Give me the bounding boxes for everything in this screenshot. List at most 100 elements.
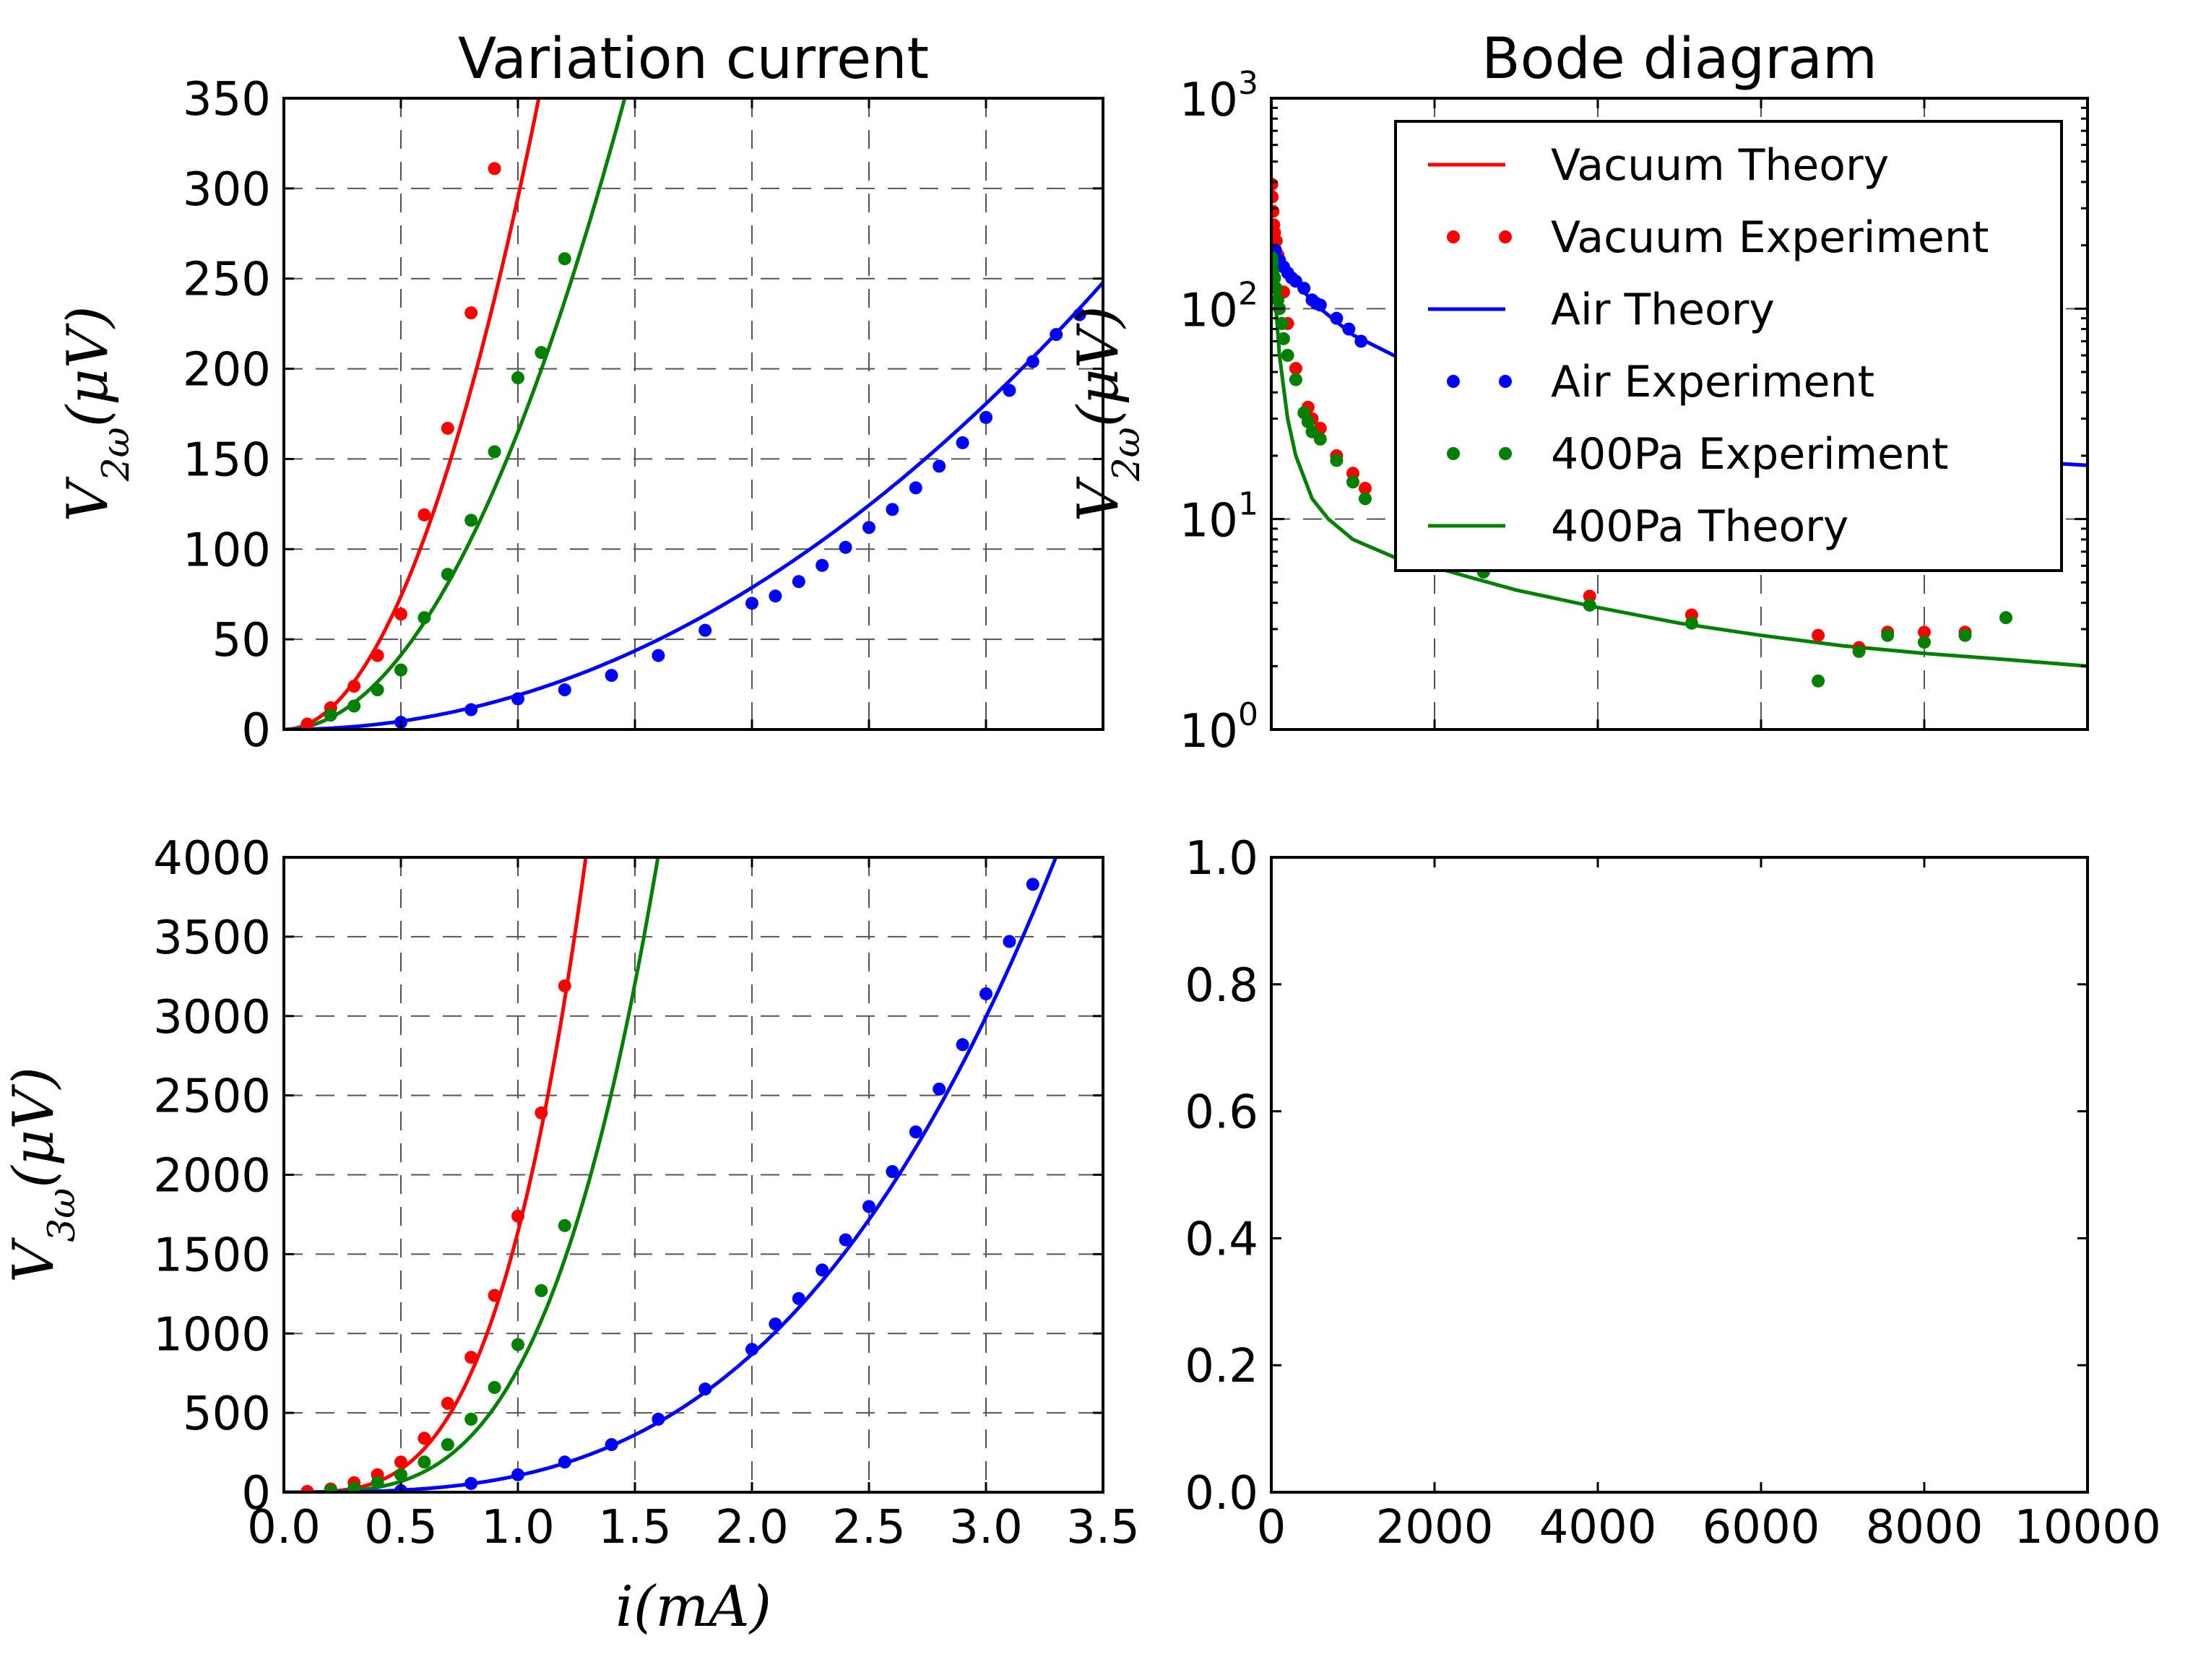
data-point xyxy=(441,1396,454,1410)
legend-item: Vacuum Experiment xyxy=(1447,212,1989,263)
y-tick-label: 100 xyxy=(1180,696,1258,758)
data-point xyxy=(886,1165,899,1179)
grid-lines xyxy=(284,857,1103,1492)
data-point xyxy=(511,1468,524,1481)
data-point xyxy=(558,252,571,266)
x-tick-label: 2000 xyxy=(1376,1501,1494,1554)
data-point xyxy=(1050,328,1063,342)
ticks: 0 2000 4000 6000 8000 10000 0.0 0.2 0.4 0.6 0.8 1.0 xyxy=(1185,832,2161,1554)
x-tick-label: 1.5 xyxy=(598,1501,672,1554)
data-point xyxy=(558,683,571,697)
ticks: 0 50 100 150 200 250 300 350 xyxy=(183,73,1104,758)
data-point xyxy=(371,683,384,697)
data-point xyxy=(418,611,431,625)
data-point xyxy=(1358,492,1372,506)
x-tick-label: 2.0 xyxy=(715,1501,789,1554)
legend-dot-marker xyxy=(1499,447,1512,460)
data-point xyxy=(464,1351,478,1364)
series-points xyxy=(394,878,1039,1492)
data-point xyxy=(909,481,922,495)
data-point xyxy=(862,521,875,534)
subplot-title: Bode diagram xyxy=(1482,27,1877,92)
x-tick-label: 3.5 xyxy=(1066,1501,1140,1554)
data-point xyxy=(698,1382,712,1396)
axes-frame xyxy=(1270,97,2089,731)
series-points xyxy=(324,252,571,722)
data-point xyxy=(1684,616,1698,630)
subplot-empty: 0 2000 4000 6000 8000 10000 0.0 0.2 0.4 0.6 0.8 1.0 xyxy=(1185,832,2161,1554)
data-point xyxy=(511,692,524,706)
data-point xyxy=(1003,384,1016,397)
y-tick-label: 0.4 xyxy=(1185,1213,1258,1266)
data-point xyxy=(464,703,478,716)
series-line xyxy=(284,857,588,1492)
data-point xyxy=(769,589,782,603)
data-point xyxy=(535,1283,548,1297)
y-tick-label: 250 xyxy=(183,254,271,307)
data-point xyxy=(347,680,361,693)
data-point xyxy=(792,575,805,589)
y-tick-label: 350 xyxy=(183,73,271,126)
data-point xyxy=(1026,878,1039,891)
data-point xyxy=(1812,674,1825,688)
data-point xyxy=(839,1233,852,1247)
x-tick-label: 2.5 xyxy=(832,1501,906,1554)
data-point xyxy=(839,540,852,554)
legend-item: 400Pa Theory xyxy=(1428,501,1848,552)
y-tick-label: 4000 xyxy=(153,832,271,886)
x-tick-label: 6000 xyxy=(1703,1501,1820,1554)
y-tick-label: 150 xyxy=(183,433,271,487)
data-point xyxy=(464,1476,478,1490)
data-point xyxy=(745,597,758,610)
data-point xyxy=(1918,625,1931,639)
data-point xyxy=(1271,271,1281,285)
data-point xyxy=(488,1289,501,1302)
data-point xyxy=(441,421,454,435)
data-point xyxy=(371,1476,384,1489)
data-point xyxy=(956,1038,969,1052)
data-point xyxy=(1271,204,1280,218)
data-point xyxy=(488,1380,501,1394)
legend-dot-marker xyxy=(1447,447,1460,460)
y-axis-label: V2ω(μV) xyxy=(56,306,138,522)
legend-dot-marker xyxy=(1499,230,1512,243)
data-point xyxy=(605,669,618,683)
axes-frame xyxy=(1270,856,2089,1494)
data-point xyxy=(1358,482,1372,495)
data-point xyxy=(418,1432,431,1445)
data-point xyxy=(1271,190,1279,204)
data-point xyxy=(1354,334,1368,348)
data-point xyxy=(394,663,407,677)
legend-dot-marker xyxy=(1447,375,1460,388)
legend-label: Vacuum Theory xyxy=(1551,140,1889,191)
data-point xyxy=(558,1455,571,1469)
y-tick-label: 1.0 xyxy=(1185,832,1258,886)
x-tick-label: 0.5 xyxy=(364,1501,438,1554)
legend-label: Air Experiment xyxy=(1551,357,1874,407)
series-line xyxy=(284,281,1103,729)
y-tick-label: 102 xyxy=(1180,275,1258,337)
data-point xyxy=(1275,316,1289,330)
data-point xyxy=(394,1455,407,1469)
data-point xyxy=(371,649,384,662)
data-point xyxy=(1346,475,1359,489)
data-point xyxy=(1999,611,2012,625)
legend-label: Air Theory xyxy=(1551,285,1775,335)
data-point xyxy=(300,717,314,729)
legend-item: Vacuum Theory xyxy=(1428,140,1889,191)
series-line xyxy=(284,98,627,729)
data-point xyxy=(956,436,969,449)
data-point xyxy=(1026,355,1039,368)
data-point xyxy=(816,1263,829,1277)
legend-box xyxy=(1394,120,2063,572)
subplot-bode-diagram: 100 101 102 103 Bode diagram V2ω(μV) Vacuum Th… xyxy=(1066,27,2089,758)
axes-frame xyxy=(282,856,1104,1494)
ticks: 100 101 102 103 xyxy=(1180,65,2089,758)
y-axis-label: V2ω(μV) xyxy=(1066,306,1149,522)
y-tick-label: 1500 xyxy=(153,1229,271,1282)
data-point xyxy=(535,1106,548,1120)
y-tick-label: 0 xyxy=(241,1467,271,1520)
series-points xyxy=(394,308,1086,729)
data-point xyxy=(1073,308,1086,321)
data-point xyxy=(394,1468,407,1481)
